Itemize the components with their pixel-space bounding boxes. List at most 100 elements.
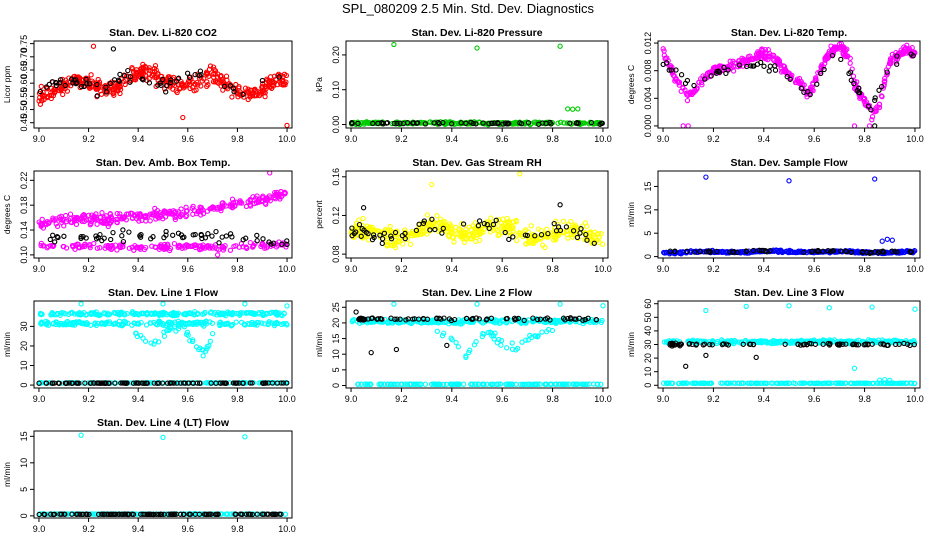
data-point [168,311,174,317]
data-point [205,231,211,237]
outlier-point [284,303,290,309]
outlier-point [887,377,893,384]
x-tick-label: 9.4 [758,394,771,404]
data-point [796,248,802,254]
data-point [167,79,174,86]
data-point [60,91,66,98]
data-points [36,43,290,128]
data-point [582,220,589,226]
data-point [529,334,535,341]
data-point [440,225,446,232]
data-point [56,321,62,327]
data-point [475,381,481,387]
data-point [240,237,246,243]
data-point [88,380,94,386]
data-point [276,74,282,80]
data-point [463,354,469,361]
data-point [110,90,116,97]
data-point [153,74,159,81]
data-point [488,315,495,321]
outlier-point [391,41,397,48]
data-point [836,342,843,348]
data-point [879,93,885,100]
outlier-point [851,365,858,371]
data-point [76,380,82,386]
data-point [67,215,74,222]
data-point [117,242,123,248]
data-point [862,100,869,107]
data-point [114,309,121,316]
data-point [131,247,137,253]
data-points [660,41,918,128]
data-point [781,380,787,387]
data-point [830,247,837,254]
data-point [195,82,201,88]
data-point [796,75,803,82]
data-point [407,120,413,126]
data-point [773,380,780,386]
data-point [176,242,183,249]
data-point [410,120,416,126]
data-points [348,171,606,251]
data-point [268,309,275,315]
x-tick-label: 9.0 [657,264,670,274]
data-point [599,317,605,324]
data-point [81,212,87,218]
data-point [388,381,395,387]
y-tick-label: 0.12 [331,207,341,225]
data-point [241,94,247,100]
data-point [157,312,163,318]
x-tick-label: 9.8 [231,264,244,274]
data-point [163,89,169,95]
data-point [213,228,219,235]
data-point [397,316,403,322]
data-point [865,342,871,348]
data-point [132,77,139,83]
data-point [661,249,667,256]
data-point [686,340,693,347]
data-point [284,238,290,244]
data-point [120,227,126,233]
data-point [171,240,178,247]
data-point [776,380,782,386]
series-cyan-dips [133,323,216,359]
data-point [208,380,214,386]
data-point [583,231,589,238]
data-point [87,243,93,249]
data-point [355,120,361,127]
data-point [262,380,269,386]
data-point [209,233,215,239]
data-point [539,120,546,126]
data-point [49,79,55,85]
data-point [532,233,538,239]
data-point [466,349,472,356]
data-point [571,381,577,387]
data-point [740,56,747,62]
data-point [262,200,268,206]
series-black [660,51,916,113]
data-point [869,117,875,123]
data-point [150,210,157,216]
data-point [728,380,734,386]
data-point [97,88,103,94]
data-point [204,208,211,214]
data-point [410,319,417,325]
data-point [481,331,487,337]
y-axis-label: percent [314,200,324,229]
outlier-point [826,305,832,311]
data-point [170,232,176,238]
data-point [784,380,790,386]
data-point [163,228,169,235]
panel-title: Stan. Dev. Li-820 Temp. [731,27,847,39]
data-point [672,248,678,254]
data-point [86,81,93,87]
data-point [103,84,109,90]
data-point [892,341,899,348]
data-point [851,80,857,87]
data-point [453,339,459,346]
y-axis-label: degrees C [2,195,12,234]
data-point [522,232,529,238]
data-point [151,319,157,326]
outlier-point [685,123,691,128]
data-point [120,241,126,247]
